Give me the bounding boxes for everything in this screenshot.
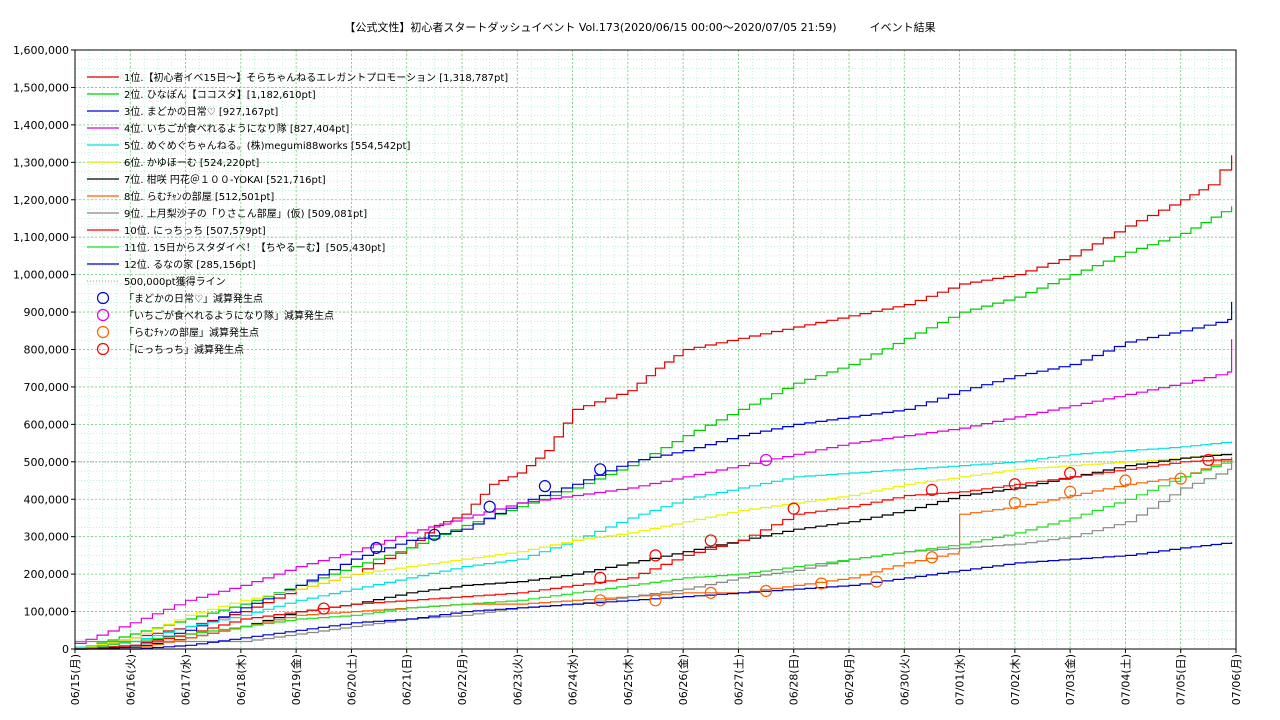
drop-marker-3 [1008,496,1021,510]
x-tick-label: 06/16(火) [124,654,137,705]
legend-marker-label-3: 「らむﾁｬﾝの部屋」減算発生点 [124,326,259,339]
x-tick-label: 06/26(金) [676,654,690,705]
drop-marker-1 [594,463,607,476]
drop-marker-3 [1119,474,1132,487]
legend-label-7: 7位. 柑咲 円花＠１００-YOKAI [521,716pt] [124,173,326,186]
series-line-6 [75,452,1233,650]
x-tick-label: 06/21(日) [401,654,414,705]
legend-marker-2 [96,308,110,322]
series-line-3 [75,301,1233,650]
x-tick-label: 06/15(月) [69,654,82,705]
x-tick-label: 06/28(日) [788,654,801,705]
legend-label-1: 1位.【初心者イベ15日〜】そらちゃんねるエレガントプロモーション [1,318… [124,71,508,84]
legend-marker-4 [96,342,110,356]
drop-marker-4 [787,502,800,515]
y-tick-label: 400,000 [24,493,70,506]
drop-marker-1 [483,500,496,513]
x-tick-label: 07/02(木) [1009,654,1022,705]
y-tick-label: 1,100,000 [13,231,69,244]
series-line-5 [75,441,1233,648]
legend-marker-3 [96,325,110,339]
drop-marker-4 [649,549,662,562]
y-tick-label: 0 [62,643,69,656]
legend-marker-label-2: 「いちごが食べれるようになり隊」減算発生点 [124,309,334,322]
legend-label-11: 11位. 15日からスタダイベ！【ちやるーむ】[505,430pt] [124,241,385,254]
chart-title: 【公式文性】初心者スタートダッシュイベント Vol.173(2020/06/15… [344,21,936,34]
legend-label-4: 4位. いちごが食べれるようになり隊 [827,404pt] [124,122,349,135]
y-tick-label: 1,400,000 [13,119,69,132]
y-tick-label: 1,300,000 [13,156,69,169]
y-tick-label: 500,000 [24,456,70,469]
y-tick-label: 300,000 [24,531,70,544]
y-tick-label: 600,000 [24,418,70,431]
x-tick-label: 06/24(水) [567,654,580,705]
y-tick-label: 1,600,000 [13,44,69,57]
series-line-11 [75,459,1233,650]
drop-marker-3 [925,551,939,564]
legend-marker-label-4: 「にっちっち」減算発生点 [124,343,244,356]
y-tick-label: 1,500,000 [13,81,69,94]
drop-marker-4 [925,483,939,496]
drop-marker-1 [428,528,441,541]
series-line-10 [75,458,1233,650]
legend-label-5: 5位. めぐめぐちゃんねる。(株)megumi88works [554,542p… [124,139,410,152]
drop-marker-3 [649,594,662,607]
x-tick-label: 06/30(火) [898,654,911,705]
y-tick-label: 800,000 [24,344,70,357]
drop-marker-3 [1174,472,1187,485]
series-line-12 [75,542,1233,650]
legend-label-threshold: 500,000pt獲得ライン [124,275,226,288]
y-tick-label: 100,000 [24,606,70,619]
series-line-8 [75,457,1233,650]
drop-marker-3 [815,577,828,590]
series-line-4 [75,339,1233,644]
legend-label-10: 10位. にっちっち [507,579pt] [124,224,266,237]
x-tick-label: 06/25(木) [622,654,635,705]
legend-label-8: 8位. らむﾁｬﾝの部屋 [512,501pt] [124,190,274,203]
legend-label-9: 9位. 上月梨沙子の「りさこん部屋」(仮) [509,081pt] [124,207,367,220]
x-tick-label: 06/18(木) [235,654,248,705]
y-tick-label: 200,000 [24,568,70,581]
x-tick-label: 07/06(月) [1230,654,1243,705]
drop-marker-4 [317,602,330,615]
x-tick-label: 06/19(金) [289,654,303,705]
drop-marker-4 [1008,478,1021,491]
x-tick-label: 07/04(土) [1119,654,1132,705]
x-tick-label: 06/29(月) [843,654,856,705]
y-tick-label: 700,000 [24,381,70,394]
drop-marker-3 [759,584,773,598]
x-tick-label: 06/17(水) [180,654,193,705]
legend-label-6: 6位. かゆほーむ [524,220pt] [124,156,259,169]
legend-marker-label-1: 「まどかの日常♡」減算発生点 [124,292,263,305]
series-line-9 [75,458,1233,643]
x-tick-label: 06/27(土) [732,654,745,705]
drop-marker-3 [870,575,883,588]
x-tick-label: 06/20(土) [345,654,358,705]
drop-marker-4 [594,571,607,584]
legend-marker-1 [96,291,110,305]
x-tick-label: 06/22(月) [456,654,469,705]
x-tick-label: 07/05(日) [1175,654,1188,705]
drop-marker-3 [1064,485,1077,498]
drop-marker-4 [1202,453,1215,467]
drop-marker-3 [594,594,607,607]
x-tick-label: 07/01(水) [954,654,967,705]
y-tick-label: 1,200,000 [13,194,69,207]
legend-label-2: 2位. ひなぽん【ココスタ】[1,182,610pt] [124,88,316,101]
legend-label-3: 3位. まどかの日常♡ [927,167pt] [124,105,278,118]
series-line-1 [75,155,1233,650]
drop-marker-2 [759,453,773,467]
legend-label-12: 12位. るなの家 [285,156pt] [124,258,256,271]
drop-marker-1 [538,480,552,493]
drop-marker-4 [1064,466,1077,480]
drop-marker-1 [370,541,383,555]
x-tick-label: 07/03(金) [1063,654,1077,705]
x-tick-label: 06/23(火) [511,654,524,705]
drop-marker-4 [704,534,717,547]
y-tick-label: 900,000 [24,306,70,319]
drop-marker-3 [704,586,717,599]
y-tick-label: 1,000,000 [13,269,69,282]
plot-frame [74,49,1237,650]
